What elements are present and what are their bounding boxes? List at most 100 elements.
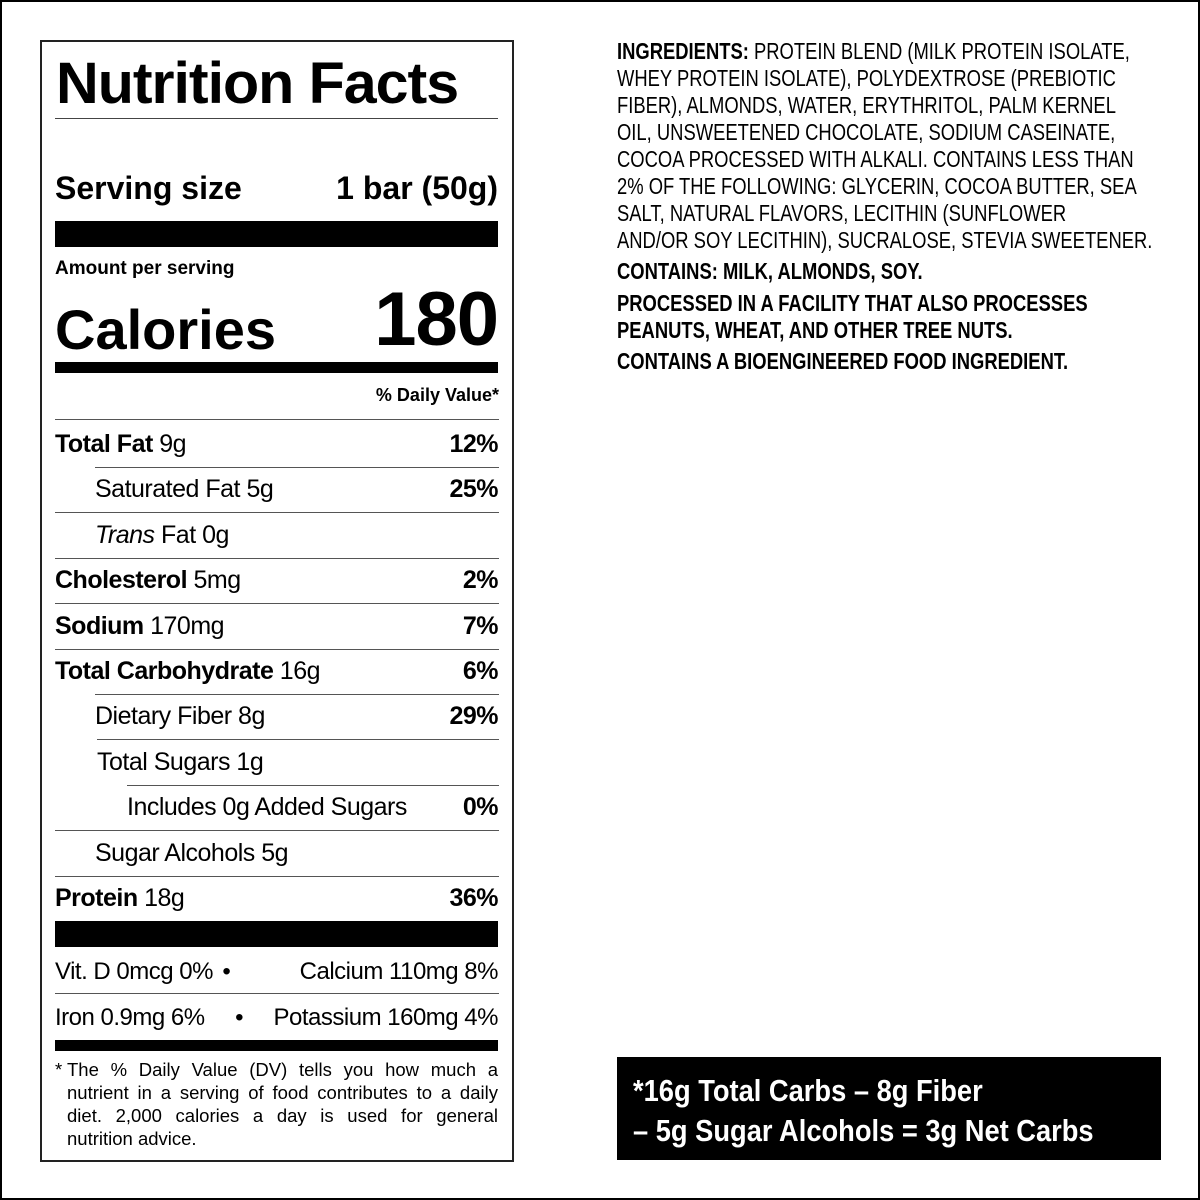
bioengineered-notice: CONTAINS A BIOENGINEERED FOOD INGREDIENT…: [617, 348, 1069, 374]
nutrient-amount: 9g: [159, 430, 187, 458]
divider: [55, 830, 499, 832]
nutrient-row: Protein 18g 36%: [55, 876, 498, 921]
divider: [95, 467, 499, 468]
nutrient-name: Cholesterol: [55, 566, 188, 595]
calories-value: 180: [374, 277, 499, 362]
nutrient-name: Protein: [55, 884, 138, 912]
vitamin-row: Vit. D 0mcg 0% • Calcium 110mg 8%: [55, 950, 498, 994]
divider: [55, 557, 499, 559]
facility-warning-line: PROCESSED IN A FACILITY THAT ALSO PROCES…: [617, 290, 1088, 316]
nutrient-label: Dietary Fiber 8g: [95, 702, 265, 731]
daily-value-header: % Daily Value*: [375, 385, 499, 405]
nutrient-name: Total Carbohydrate: [55, 657, 274, 685]
nutrient-amount: 18g: [144, 884, 185, 912]
ingredients-line: OIL, UNSWEETENED CHOCOLATE, SODIUM CASEI…: [617, 119, 1116, 145]
bullet: •: [222, 958, 231, 985]
nutrient-row: Total Sugars 1g: [55, 740, 498, 785]
nutrient-row: Trans Fat 0g: [55, 513, 498, 558]
nutrient-row: Dietary Fiber 8g 29%: [55, 694, 498, 739]
ingredients-line: COCOA PROCESSED WITH ALKALI. CONTAINS LE…: [617, 146, 1134, 172]
footnote-star: *: [55, 1059, 63, 1080]
nutrient-amount: 5g: [246, 475, 274, 504]
nutrient-name-suffix: Fat: [161, 520, 196, 549]
amount-per-serving: Amount per serving: [55, 258, 235, 279]
divider: [55, 875, 499, 877]
nutrient-label: Saturated Fat 5g: [95, 475, 274, 504]
nutrient-label: Total Sugars 1g: [97, 747, 264, 777]
vitamin-right: Potassium 160mg 4%: [273, 1004, 499, 1031]
ingredients-line: SALT, NATURAL FLAVORS, LECITHIN (SUNFLOW…: [617, 200, 1067, 226]
footnote-text: The % Daily Value (DV) tells you how muc…: [67, 1059, 498, 1149]
nutrient-daily-value: 2%: [462, 566, 499, 595]
vitamin-right: Calcium 110mg 8%: [299, 958, 499, 985]
nutrient-name: Sodium: [55, 611, 144, 640]
nutrient-row: Includes 0g Added Sugars 0%: [55, 785, 499, 830]
divider: [55, 993, 499, 994]
nutrient-name: Total Sugars: [97, 747, 230, 776]
divider: [55, 603, 499, 605]
nutrient-daily-value: 36%: [449, 884, 498, 912]
nutrient-label: Cholesterol 5mg: [55, 566, 241, 595]
ingredients-label: INGREDIENTS:: [617, 38, 749, 64]
facility-warning-line: PEANUTS, WHEAT, AND OTHER TREE NUTS.: [617, 317, 1013, 343]
medium-divider: [55, 1040, 498, 1051]
serving-size: Serving size 1 bar (50g): [55, 170, 498, 207]
ingredients-line: AND/OR SOY LECITHIN), SUCRALOSE, STEVIA …: [617, 227, 1153, 253]
divider: [55, 512, 499, 514]
nutrient-name: Saturated Fat: [95, 475, 240, 504]
divider: [95, 694, 499, 695]
divider: [55, 648, 499, 650]
net-carbs-line: *16g Total Carbs – 8g Fiber: [633, 1073, 983, 1108]
nutrition-facts-panel: Nutrition Facts Serving size 1 bar (50g)…: [40, 40, 514, 1162]
ingredients-line: 2% OF THE FOLLOWING: GLYCERIN, COCOA BUT…: [617, 173, 1137, 199]
vitamin-row: Iron 0.9mg 6% • Potassium 160mg 4%: [55, 996, 498, 1040]
nutrient-row: Sugar Alcohols 5g: [55, 831, 498, 876]
divider: [127, 784, 499, 786]
nutrient-name: Trans: [95, 520, 155, 549]
nutrient-row: Saturated Fat 5g 25%: [55, 467, 498, 512]
nutrient-name: Total Fat: [55, 430, 153, 458]
nutrient-amount: 16g: [279, 657, 321, 685]
serving-value: 1 bar (50g): [336, 170, 498, 206]
ingredients-line: PROTEIN BLEND (MILK PROTEIN ISOLATE,: [753, 38, 1130, 64]
calories-label: Calories: [55, 298, 276, 361]
calories: Calories 180: [55, 277, 499, 362]
medium-divider: [55, 362, 498, 373]
ingredients: INGREDIENTS: PROTEIN BLEND (MILK PROTEIN…: [617, 38, 1161, 254]
nutrient-label: Protein 18g: [55, 884, 185, 913]
thick-divider: [55, 921, 498, 947]
nutrient-amount: 5g: [261, 838, 289, 867]
nutrient-daily-value: 25%: [449, 475, 498, 504]
nutrient-amount: 5mg: [193, 566, 241, 595]
nutrient-name: Includes 0g Added Sugars: [127, 793, 407, 822]
nutrient-amount: 0g: [202, 520, 229, 549]
divider: [55, 419, 499, 420]
nutrient-label: Sodium 170mg: [55, 611, 225, 641]
nutrient-row: Total Carbohydrate 16g 6%: [55, 649, 499, 694]
footnote: * The % Daily Value (DV) tells you how m…: [55, 1058, 498, 1150]
nutrient-label: Sugar Alcohols 5g: [95, 838, 289, 868]
nutrient-name: Dietary Fiber: [95, 702, 232, 731]
nutrient-name: Sugar Alcohols: [95, 838, 255, 867]
nutrient-daily-value: 12%: [449, 430, 498, 458]
nutrient-label: Total Carbohydrate 16g: [55, 657, 321, 686]
divider: [55, 118, 498, 119]
vitamin-left: Iron 0.9mg 6%: [55, 1004, 205, 1031]
nutrient-label: Trans Fat 0g: [95, 521, 229, 550]
thick-divider: [55, 221, 498, 247]
allergen-contains: CONTAINS: MILK, ALMONDS, SOY.: [617, 258, 923, 284]
bullet: •: [235, 1004, 244, 1031]
nutrient-label: Includes 0g Added Sugars: [127, 793, 407, 822]
vitamin-left: Vit. D 0mcg 0%: [55, 958, 213, 985]
nutrient-daily-value: 29%: [449, 702, 498, 731]
nutrient-row: Cholesterol 5mg 2%: [55, 558, 499, 603]
nutrient-amount: 170mg: [150, 611, 225, 640]
nutrient-label: Total Fat 9g: [55, 430, 187, 459]
nutrient-daily-value: 0%: [462, 793, 499, 822]
nutrient-daily-value: 7%: [462, 611, 499, 640]
nutrient-amount: 1g: [236, 747, 264, 776]
divider: [97, 739, 499, 741]
nutrient-daily-value: 6%: [462, 657, 499, 685]
nutrient-row: Total Fat 9g 12%: [55, 422, 498, 467]
